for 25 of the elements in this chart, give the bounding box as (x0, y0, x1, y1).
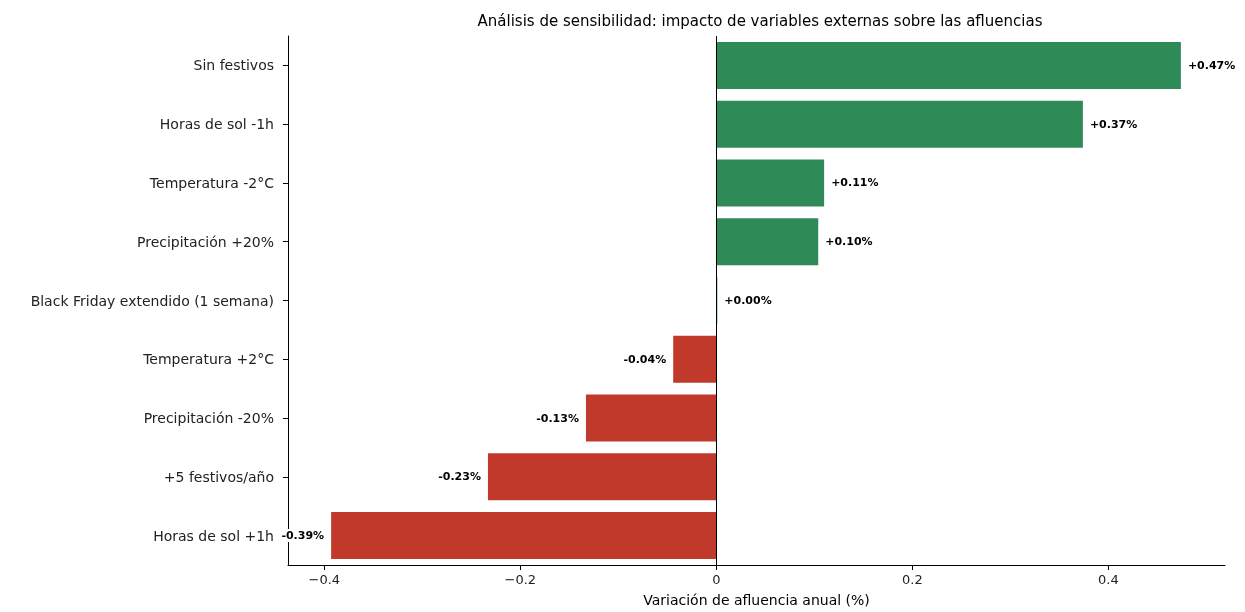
data-label: -0.23% (438, 470, 481, 484)
y-tick-label: Horas de sol +1h (153, 527, 274, 544)
x-tick-label: 0.4 (1098, 572, 1119, 587)
data-label: +0.11% (831, 176, 879, 190)
data-label: +0.00% (724, 294, 772, 307)
y-tick-label: Horas de sol -1h (159, 116, 274, 133)
x-tick-label: −0.2 (504, 572, 537, 587)
x-axis-title: Variación de afluencia anual (%) (643, 592, 870, 608)
data-label: -0.13% (536, 411, 579, 425)
data-label: -0.04% (623, 352, 667, 366)
y-tick-label: +5 festivos/año (163, 468, 274, 485)
data-label: +0.47% (1187, 58, 1236, 72)
data-label: +0.37% (1089, 117, 1138, 131)
y-tick-label: Precipitación -20% (143, 410, 274, 427)
x-tick-label: −0.4 (308, 572, 341, 587)
chart-title: Análisis de sensibilidad: impacto de variables externas sobre las afluencias (477, 11, 1043, 30)
x-tick-label: 0.2 (902, 572, 923, 587)
data-label: -0.39% (281, 529, 325, 543)
data-label: +0.10% (825, 235, 873, 249)
y-tick-label: Black Friday extendido (1 semana) (30, 292, 274, 309)
x-tick-label: 0 (712, 572, 721, 587)
y-tick-label: Precipitación +20% (136, 233, 274, 250)
y-tick-label: Sin festivos (193, 57, 274, 74)
y-tick-label: Temperatura -2°C (148, 174, 275, 191)
y-tick-label: Temperatura +2°C (142, 351, 275, 368)
